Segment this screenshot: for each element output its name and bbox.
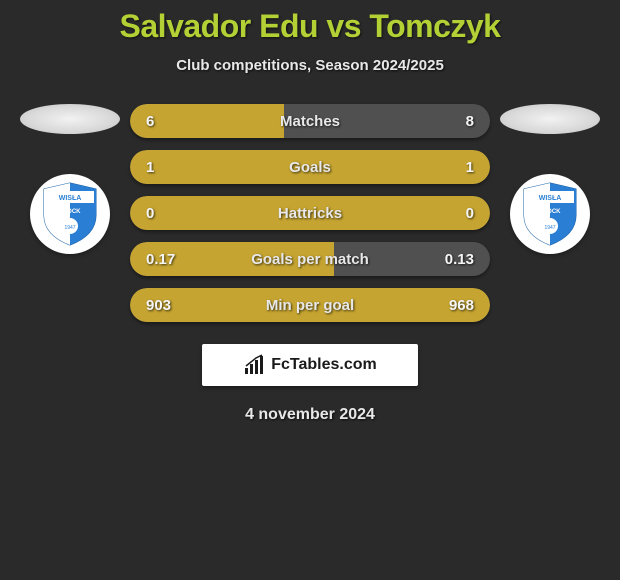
main-row: WISŁA PŁOCK 1947 68Matches 11Goals 00Hattr… — [0, 104, 620, 322]
stats-column: 68Matches 11Goals 00Hattricks 0.170.13Goals… — [130, 104, 490, 322]
chart-icon — [243, 354, 265, 376]
stat-bar: 0.170.13Goals per match — [130, 242, 490, 276]
crest-text-top: WISŁA — [539, 195, 562, 202]
stat-label: Min per goal — [130, 288, 490, 322]
svg-text:1947: 1947 — [544, 225, 555, 231]
player-left-crest: WISŁA PŁOCK 1947 — [30, 174, 110, 254]
player-left-avatar — [20, 104, 120, 134]
player-right-crest: WISŁA PŁOCK 1947 — [510, 174, 590, 254]
crest-text-bottom: PŁOCK — [60, 209, 82, 215]
branding-badge: FcTables.com — [202, 344, 418, 386]
svg-text:1947: 1947 — [64, 225, 75, 231]
shield-icon: WISŁA PŁOCK 1947 — [40, 181, 100, 247]
comparison-title: Salvador Edu vs Tomczyk — [0, 8, 620, 45]
stat-label: Matches — [130, 104, 490, 138]
player-right-column: WISŁA PŁOCK 1947 — [500, 104, 600, 254]
stat-label: Goals — [130, 150, 490, 184]
stat-bar: 00Hattricks — [130, 196, 490, 230]
shield-icon: WISŁA PŁOCK 1947 — [520, 181, 580, 247]
stat-bar: 68Matches — [130, 104, 490, 138]
comparison-subtitle: Club competitions, Season 2024/2025 — [0, 57, 620, 74]
stat-bar: 11Goals — [130, 150, 490, 184]
branding-text: FcTables.com — [271, 356, 377, 374]
crest-text-bottom: PŁOCK — [540, 209, 562, 215]
stat-label: Goals per match — [130, 242, 490, 276]
player-right-avatar — [500, 104, 600, 134]
player-left-column: WISŁA PŁOCK 1947 — [20, 104, 120, 254]
crest-text-top: WISŁA — [59, 195, 82, 202]
comparison-date: 4 november 2024 — [0, 406, 620, 424]
stat-label: Hattricks — [130, 196, 490, 230]
stat-bar: 903968Min per goal — [130, 288, 490, 322]
